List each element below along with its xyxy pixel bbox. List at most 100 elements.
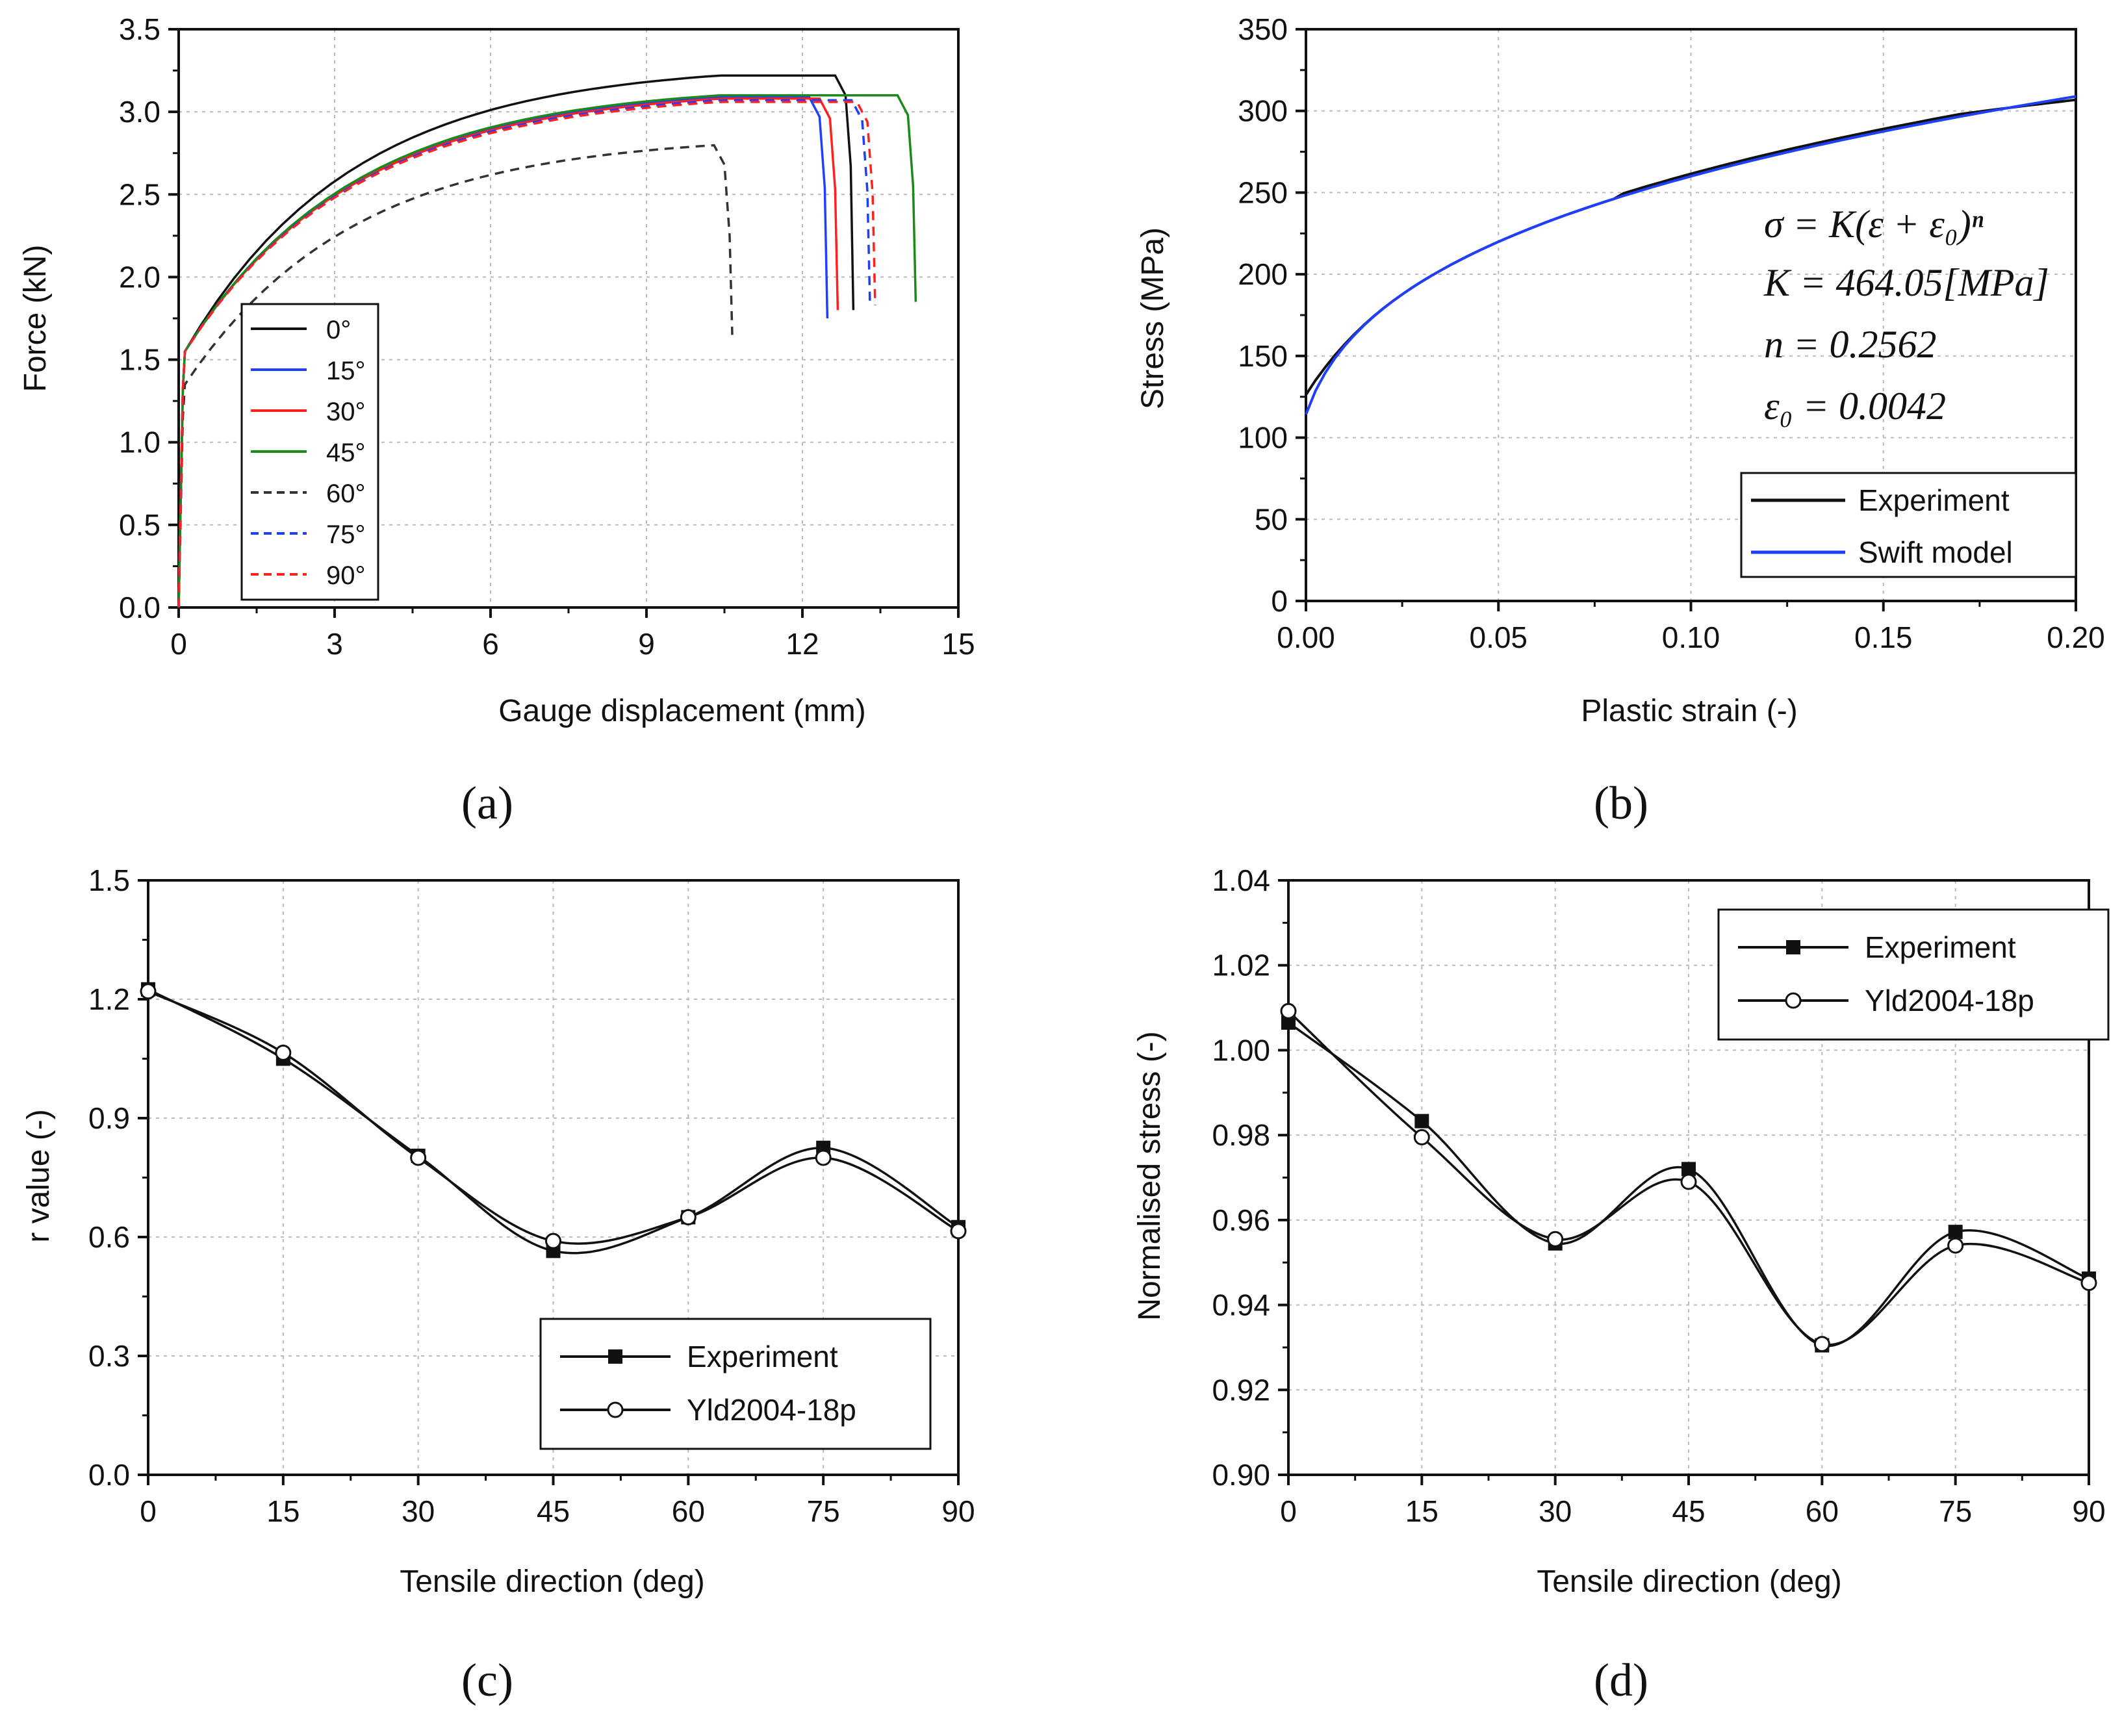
y-tick-label: 0.5 [119, 508, 160, 542]
chart-panel-c: 0 15 30 45 60 75 90 0.0 0.3 0.6 0.9 1.2 1.5 Tensile d… [21, 863, 975, 1706]
data-point-yld2004 [1280, 1002, 1297, 1019]
y-tick-label: 0.94 [1212, 1288, 1270, 1322]
x-axis-label: Plastic strain (-) [1581, 694, 1797, 728]
x-tick-label: 30 [402, 1494, 435, 1528]
legend-label: Yld2004-18p [687, 1393, 856, 1427]
data-point-yld2004 [140, 983, 157, 1000]
x-tick-label: 0.10 [1662, 620, 1720, 654]
y-tick-label: 0.96 [1212, 1203, 1270, 1237]
data-point-yld2004 [410, 1149, 427, 1166]
data-point-yld2004 [950, 1223, 967, 1240]
y-axis-label: Stress (MPa) [1136, 227, 1170, 409]
y-tick-label: 200 [1238, 257, 1288, 291]
x-tick-label: 12 [786, 627, 819, 661]
legend-label: 0° [326, 316, 351, 344]
y-tick-label: 350 [1238, 12, 1288, 46]
y-tick-label: 50 [1255, 502, 1288, 536]
y-tick-label: 0.0 [119, 591, 160, 624]
y-tick-label: 0.92 [1212, 1373, 1270, 1407]
data-point-yld2004 [275, 1044, 292, 1061]
x-tick-label: 0 [170, 627, 187, 661]
y-axis-label: Normalised stress (-) [1132, 1031, 1167, 1320]
x-tick-label: 45 [537, 1494, 570, 1528]
x-tick-label: 0.15 [1854, 620, 1913, 654]
equation-line: σ = K(ε + ε₀)ⁿ [1764, 203, 1984, 246]
legend-label: 45° [326, 439, 366, 467]
y-tick-label: 3.0 [119, 95, 160, 129]
panel-caption: (b) [1594, 777, 1648, 829]
panel-caption: (a) [461, 777, 513, 829]
y-tick-label: 100 [1238, 421, 1288, 455]
y-tick-label: 150 [1238, 339, 1288, 373]
legend-marker [607, 1401, 624, 1418]
x-tick-label: 90 [941, 1494, 975, 1528]
series-line-swift [1305, 95, 2077, 415]
y-tick-label: 300 [1238, 94, 1288, 128]
y-axis-label: Force (kN) [18, 245, 53, 392]
legend-label: Experiment [1858, 483, 2010, 517]
y-tick-label: 1.5 [119, 343, 160, 377]
equation-line: n = 0.2562 [1764, 323, 1937, 366]
legend-marker [1785, 992, 1802, 1009]
y-tick-label: 3.5 [119, 12, 160, 46]
y-tick-label: 2.5 [119, 177, 160, 211]
x-tick-label: 6 [482, 627, 499, 661]
x-axis-label: Gauge displacement (mm) [498, 694, 866, 728]
chart-panel-a: 0 3 6 9 12 15 0.0 0.5 1.0 1.5 2.0 2.5 3.0 3.5 Gauge di… [18, 12, 975, 829]
x-tick-label: 0.05 [1469, 620, 1528, 654]
legend-label: 15° [326, 357, 366, 385]
equation-line: K = 464.05[MPa] [1763, 261, 2049, 304]
legend-label: Experiment [687, 1340, 838, 1373]
equation-line: ε₀ = 0.0042 [1764, 385, 1946, 428]
legend-box [539, 1318, 932, 1450]
series-line-4 [177, 144, 734, 608]
data-point-yld2004 [1680, 1173, 1697, 1190]
y-tick-label: 1.2 [88, 982, 130, 1016]
series-line-3 [177, 94, 917, 608]
x-tick-label: 75 [807, 1494, 840, 1528]
x-tick-label: 0.20 [2047, 620, 2105, 654]
x-tick-label: 0 [140, 1494, 157, 1528]
x-tick-label: 45 [1672, 1494, 1705, 1528]
y-tick-label: 0.90 [1212, 1458, 1270, 1492]
series-line-0 [177, 74, 855, 608]
chart-panel-d: 0 15 30 45 60 75 90 0.90 0.92 0.94 0.96 0.98 1.00 1.0… [1132, 863, 2110, 1706]
x-tick-label: 0 [1280, 1494, 1297, 1528]
legend-label: 75° [326, 520, 366, 549]
legend-label: 60° [326, 479, 366, 508]
legend-label: 30° [326, 398, 366, 426]
y-tick-label: 0.98 [1212, 1118, 1270, 1152]
y-tick-label: 0.0 [88, 1458, 130, 1492]
legend-marker [1786, 940, 1800, 954]
y-tick-label: 0 [1271, 584, 1288, 618]
y-tick-label: 0.9 [88, 1101, 130, 1135]
data-point-yld2004 [545, 1232, 561, 1249]
y-tick-label: 1.0 [119, 426, 160, 459]
y-tick-label: 0.3 [88, 1339, 130, 1373]
x-tick-label: 75 [1939, 1494, 1972, 1528]
data-point-yld2004 [1413, 1129, 1430, 1145]
data-point-yld2004 [680, 1209, 697, 1225]
legend-box [1740, 472, 2077, 578]
data-point-experiment [1414, 1114, 1429, 1129]
y-tick-label: 1.5 [88, 863, 130, 897]
data-point-experiment [1681, 1162, 1696, 1177]
y-tick-label: 250 [1238, 175, 1288, 209]
y-tick-label: 1.00 [1212, 1033, 1270, 1067]
x-tick-label: 60 [1806, 1494, 1839, 1528]
x-tick-label: 15 [941, 627, 975, 661]
panel-caption: (d) [1594, 1654, 1648, 1706]
x-axis-label: Tensile direction (deg) [400, 1564, 705, 1599]
legend-label: Experiment [1865, 930, 2016, 964]
panel-caption: (c) [461, 1654, 513, 1706]
data-point-yld2004 [2080, 1275, 2097, 1292]
legend-marker [608, 1349, 622, 1364]
x-axis-label: Tensile direction (deg) [1537, 1564, 1842, 1599]
x-tick-label: 30 [1539, 1494, 1572, 1528]
chart-panel-b: 0.00 0.05 0.10 0.15 0.20 0 50 100 150 200 250 300 35… [1136, 12, 2105, 829]
y-tick-label: 0.6 [88, 1220, 130, 1254]
y-tick-label: 1.04 [1212, 863, 1270, 897]
x-tick-label: 0.00 [1277, 620, 1335, 654]
x-tick-label: 90 [2072, 1494, 2105, 1528]
x-tick-label: 9 [638, 627, 655, 661]
